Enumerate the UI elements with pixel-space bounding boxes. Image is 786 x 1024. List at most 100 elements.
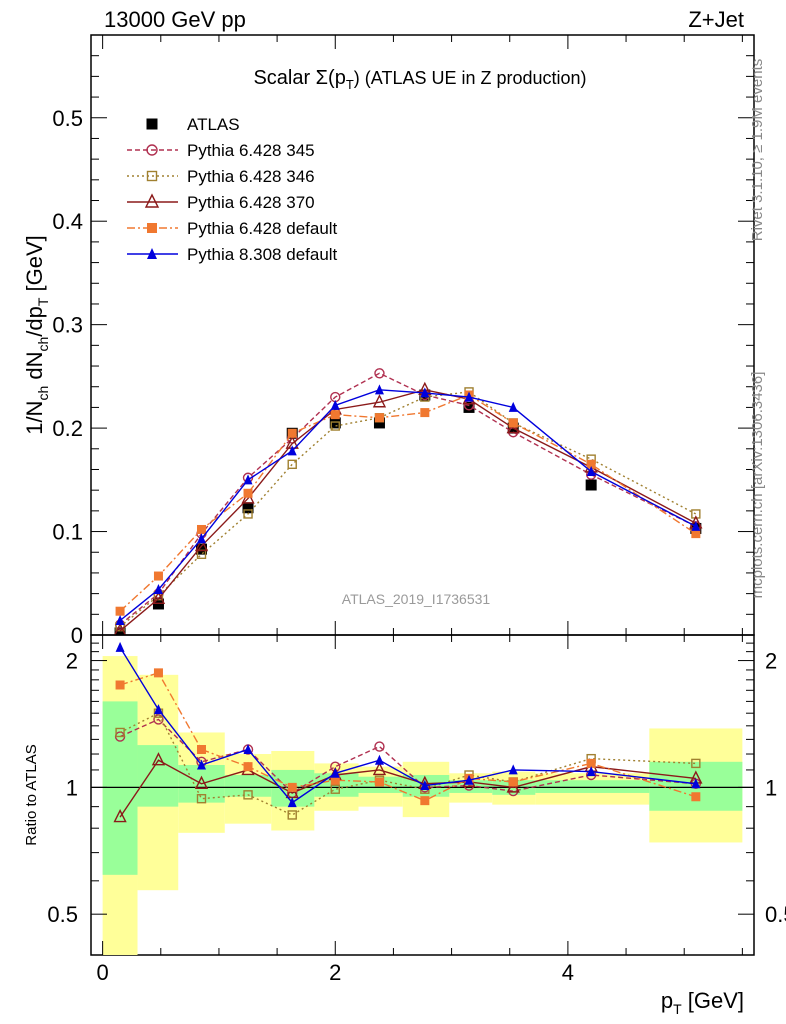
data-point — [508, 401, 518, 412]
data-point — [329, 417, 341, 429]
ratio-y-tick-label-right: 0.5 — [765, 902, 786, 927]
data-point — [508, 418, 518, 428]
data-point — [153, 714, 164, 725]
ratio-y-tick-label: 1 — [66, 775, 78, 800]
data-point — [420, 780, 430, 791]
data-point — [194, 537, 209, 552]
main-plot: Scalar Σ(pT) (ATLAS UE in Z production) … — [52, 34, 755, 648]
legend: ATLAS Pythia 6.428 345 Pythia 6.428 346 Pyt… — [127, 115, 338, 264]
data-point — [287, 459, 297, 470]
data-point — [585, 479, 597, 491]
data-point — [691, 520, 701, 531]
main-series — [113, 368, 703, 635]
ratio-y-tick-label-right: 1 — [765, 775, 777, 800]
data-point — [153, 583, 163, 594]
y-tick-label: 0.2 — [52, 416, 83, 441]
series-line — [119, 389, 697, 622]
data-point — [197, 524, 206, 534]
data-point — [420, 408, 430, 418]
legend-label: Pythia 6.428 346 — [187, 167, 315, 186]
data-point — [153, 704, 163, 715]
data-point — [420, 387, 430, 398]
y-tick-label: 0.3 — [52, 313, 83, 338]
data-point — [153, 668, 163, 678]
data-point — [113, 809, 127, 823]
data-point — [196, 543, 207, 555]
data-point — [287, 445, 297, 456]
data-point — [374, 777, 384, 787]
y-tick-label: 0.1 — [52, 520, 83, 545]
data-point — [330, 784, 340, 794]
ratio-band-green — [535, 780, 650, 793]
data-point — [243, 509, 253, 519]
data-point — [374, 741, 385, 752]
data-point — [691, 529, 701, 539]
data-point — [153, 571, 163, 581]
data-point — [287, 810, 297, 820]
data-point — [464, 391, 474, 402]
data-point — [146, 170, 158, 182]
ratio-y-tick-label: 2 — [66, 649, 78, 674]
legend-label: Pythia 6.428 345 — [187, 141, 315, 160]
legend-label: Pythia 8.308 default — [187, 245, 338, 264]
ratio-series-line — [119, 672, 697, 802]
ratio-y-tick-label: 0.5 — [47, 902, 78, 927]
data-point — [420, 796, 430, 806]
data-point — [194, 775, 209, 789]
data-point — [691, 778, 701, 789]
data-point — [691, 792, 701, 802]
data-point — [151, 590, 166, 604]
data-point — [508, 764, 518, 775]
ratio-series-line — [119, 759, 696, 818]
data-point — [243, 744, 253, 755]
x-axis-label: pT [GeV] — [661, 988, 744, 1017]
data-point — [374, 413, 384, 423]
data-point — [372, 761, 387, 776]
data-point — [115, 727, 125, 738]
data-point — [586, 466, 596, 477]
data-point — [287, 428, 297, 438]
legend-label: ATLAS — [187, 115, 240, 134]
legend-label: Pythia 6.428 default — [187, 219, 338, 238]
x-tick-label: 4 — [562, 960, 574, 985]
data-point — [330, 410, 340, 420]
series-line — [119, 389, 697, 632]
ratio-y-axis-label: Ratio to ATLAS — [23, 744, 40, 845]
watermark: ATLAS_2019_I1736531 — [342, 591, 491, 607]
ratio-series-line — [119, 646, 696, 804]
ratio-y-tick-label-right: 2 — [765, 649, 777, 674]
side-label-top: Rivet 3.1.10, ≥ 1.9M events — [749, 59, 766, 242]
data-point — [144, 193, 160, 208]
data-point — [243, 762, 253, 772]
data-point — [115, 606, 125, 616]
plot-title: Scalar Σ(pT) (ATLAS UE in Z production) — [253, 67, 586, 92]
ratio-band-green — [102, 701, 138, 875]
data-point — [197, 533, 206, 544]
data-point — [330, 767, 340, 778]
data-point — [146, 144, 158, 156]
data-point — [146, 118, 158, 130]
series-line — [119, 394, 697, 612]
data-point — [243, 474, 253, 485]
x-tick-label: 0 — [97, 960, 109, 985]
data-point — [151, 752, 166, 766]
data-point — [243, 488, 253, 498]
data-point — [243, 790, 253, 800]
data-point — [464, 774, 474, 785]
ratio-series — [113, 641, 703, 823]
data-point — [330, 421, 340, 431]
data-point — [586, 459, 596, 469]
ratio-series-line — [119, 712, 696, 816]
header-left: 13000 GeV pp — [104, 7, 246, 32]
y-tick-label: 0 — [71, 623, 83, 648]
data-point — [197, 745, 206, 755]
data-point — [586, 758, 596, 768]
data-point — [372, 394, 387, 408]
data-point — [374, 754, 384, 765]
data-point — [374, 368, 385, 379]
x-tick-label: 2 — [329, 960, 341, 985]
data-point — [374, 384, 384, 395]
header-right: Z+Jet — [688, 7, 744, 32]
legend-label: Pythia 6.428 370 — [187, 193, 315, 212]
